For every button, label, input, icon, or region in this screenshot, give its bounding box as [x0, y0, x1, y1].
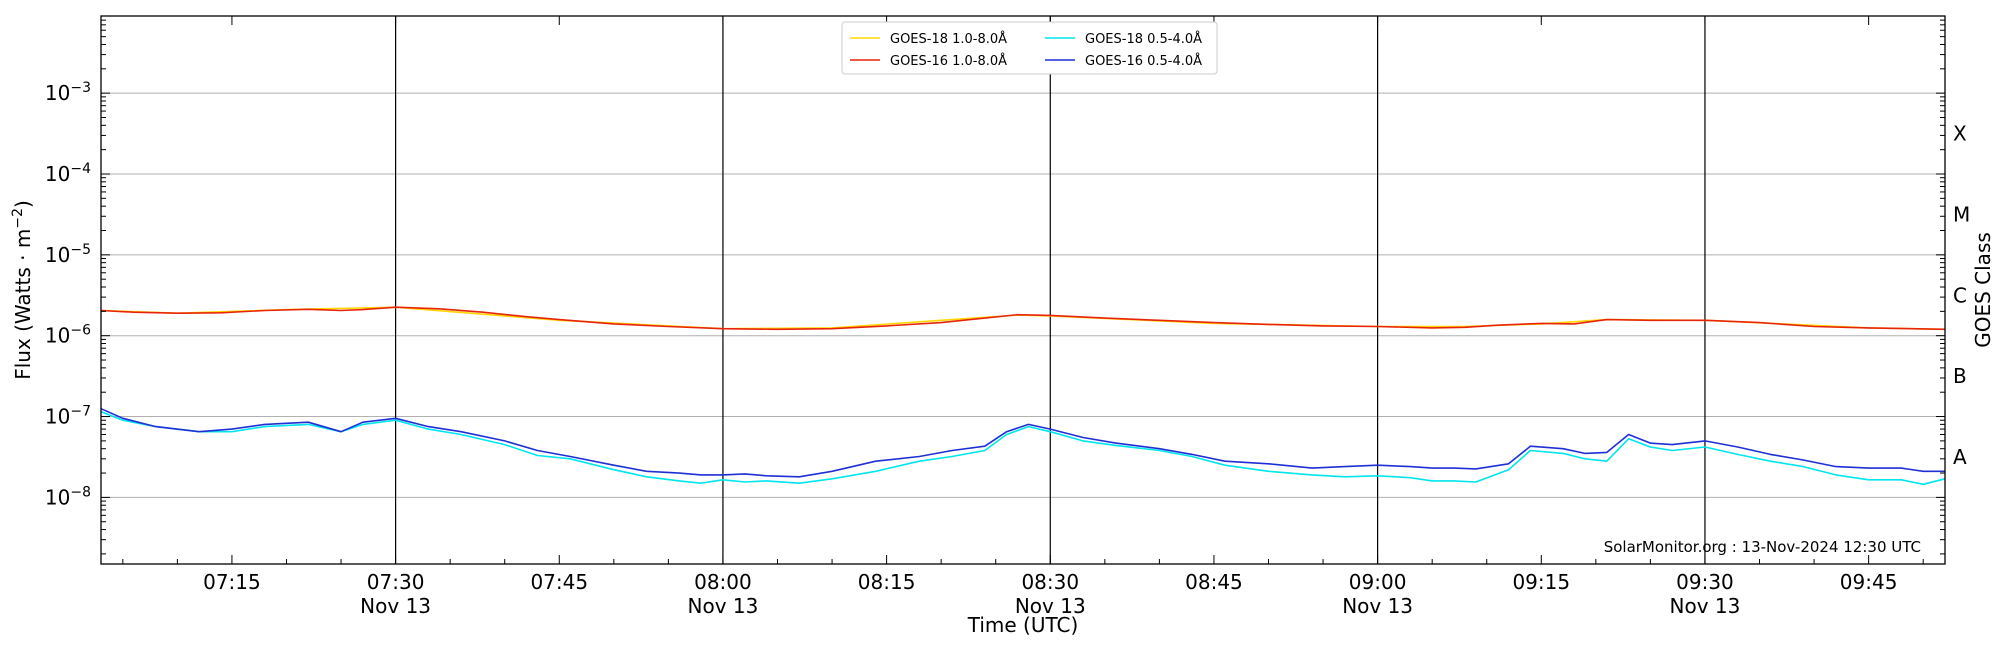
- series-line-4: [100, 407, 1945, 478]
- legend-entry-label: GOES-16 0.5-4.0Å: [1085, 53, 1202, 69]
- x-tick-label: 08:30: [1021, 570, 1079, 594]
- x-tick-date-label: Nov 13: [688, 594, 759, 618]
- x-tick-label: 08:00: [694, 570, 752, 594]
- x-tick-label: 09:15: [1512, 570, 1570, 594]
- y-tick-label: 10−6: [45, 323, 91, 348]
- series-line-3: [100, 410, 1946, 486]
- goes-class-label: M: [1953, 202, 1970, 226]
- x-tick-label: 07:30: [367, 570, 425, 594]
- legend-entry-label: GOES-16 1.0-8.0Å: [890, 53, 1007, 69]
- y-tick-label: 10−5: [45, 242, 91, 267]
- y-tick-label: 10−7: [45, 404, 91, 429]
- y-tick-exponent: −3: [70, 80, 91, 96]
- y-tick-exponent: −8: [70, 484, 91, 500]
- goes-class-label: A: [1953, 445, 1967, 469]
- y-tick-base: 10: [45, 405, 70, 429]
- x-tick-label: 08:45: [1185, 570, 1243, 594]
- y-tick-exponent: −4: [70, 161, 91, 177]
- x-tick-label: 08:15: [858, 570, 916, 594]
- x-tick-date-label: Nov 13: [1342, 594, 1413, 618]
- x-tick-label: 09:00: [1349, 570, 1407, 594]
- y-tick-base: 10: [45, 162, 70, 186]
- y-tick-base: 10: [45, 81, 70, 105]
- y-tick-base: 10: [45, 485, 70, 509]
- date-marker-lines: [395, 16, 1706, 564]
- goes-class-label: X: [1953, 122, 1967, 146]
- series-line-1: [100, 306, 1946, 331]
- legend-box: [841, 21, 1218, 75]
- goes-class-label: C: [1953, 283, 1967, 307]
- y-tick-base: 10: [45, 243, 70, 267]
- y-tick-label: 10−3: [45, 80, 91, 105]
- y-tick-label: 10−8: [45, 484, 91, 509]
- legend-entry-label: GOES-18 1.0-8.0Å: [890, 31, 1007, 47]
- y-axis-title-close: ): [11, 200, 35, 208]
- y-tick-exponent: −7: [70, 404, 91, 420]
- x-tick-date-label: Nov 13: [1670, 594, 1741, 618]
- x-tick-label: 07:15: [203, 570, 261, 594]
- y-tick-exponent: −5: [70, 242, 91, 258]
- y-tick-base: 10: [45, 324, 70, 348]
- plot-frame: [100, 15, 1946, 565]
- y-axis-title-main: Flux (Watts · m: [11, 229, 35, 380]
- y-tick-label: 10−4: [45, 161, 91, 186]
- goes-class-axis-title: GOES Class: [1971, 232, 1995, 348]
- legend-entry-label: GOES-18 0.5-4.0Å: [1085, 31, 1202, 47]
- y-axis-title-exponent: −2: [10, 208, 26, 229]
- x-tick-label: 07:45: [530, 570, 588, 594]
- x-tick-date-label: Nov 13: [1015, 594, 1086, 618]
- legend: GOES-18 1.0-8.0Å GOES-16 1.0-8.0Å GOES-18 …: [841, 21, 1218, 75]
- grid-lines: [101, 92, 1945, 498]
- x-axis-title: Time (UTC): [967, 613, 1079, 637]
- flux-series: [100, 306, 1946, 486]
- y-axis-title: Flux (Watts · m−2): [10, 200, 35, 380]
- x-tick-label: 09:30: [1676, 570, 1734, 594]
- x-tick-label: 09:45: [1840, 570, 1898, 594]
- series-line-2: [100, 306, 1946, 331]
- y-tick-exponent: −6: [70, 323, 91, 339]
- credit-text: SolarMonitor.org : 13-Nov-2024 12:30 UTC: [1604, 538, 1921, 556]
- axis-ticks: [101, 16, 1945, 564]
- x-tick-date-label: Nov 13: [360, 594, 431, 618]
- goes-class-label: B: [1953, 364, 1967, 388]
